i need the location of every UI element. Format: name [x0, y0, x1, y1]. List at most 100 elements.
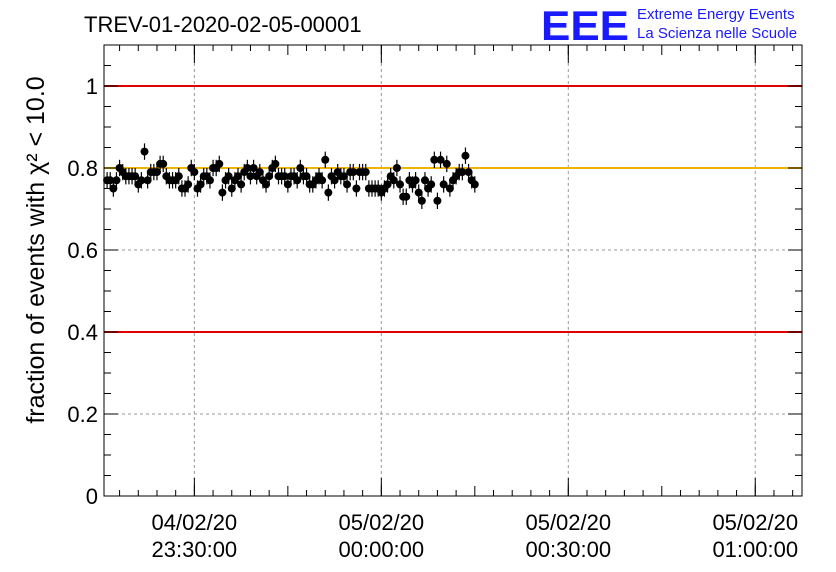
point-marker [383, 180, 392, 189]
data-point [280, 168, 289, 185]
data-point [349, 163, 358, 181]
data-point [131, 168, 140, 185]
point-marker [352, 184, 361, 193]
point-marker [430, 155, 439, 164]
data-point [420, 172, 429, 189]
data-point [106, 172, 115, 189]
point-marker [389, 176, 398, 185]
data-point [152, 163, 161, 181]
point-marker [184, 180, 193, 189]
point-marker [140, 147, 149, 156]
data-point [265, 168, 274, 185]
data-point [140, 143, 149, 160]
data-point [271, 155, 280, 173]
data-point [402, 188, 411, 205]
data-points [103, 143, 479, 209]
data-point [143, 172, 152, 189]
point-marker [196, 180, 205, 189]
point-marker [224, 172, 233, 181]
point-marker [174, 172, 183, 181]
point-marker [262, 180, 271, 189]
point-marker [414, 188, 423, 197]
point-marker [190, 168, 199, 177]
reference-lines [104, 85, 802, 333]
point-marker [152, 168, 161, 177]
data-point [339, 168, 348, 185]
point-marker [246, 172, 255, 181]
point-marker [227, 184, 236, 193]
x-tick-label-time: 01:00:00 [712, 537, 798, 562]
point-marker [293, 176, 302, 185]
point-marker [137, 176, 146, 185]
data-point [109, 180, 118, 197]
data-point [255, 163, 264, 181]
point-marker [131, 172, 140, 181]
logo-line-1: Extreme Energy Events [637, 6, 795, 23]
data-point [302, 168, 311, 185]
point-marker [109, 184, 118, 193]
point-marker [349, 168, 358, 177]
point-marker [470, 180, 479, 189]
data-point [215, 155, 224, 173]
data-point [461, 147, 470, 164]
data-point [237, 176, 246, 193]
point-marker [420, 176, 429, 185]
data-point [442, 155, 451, 173]
point-marker [439, 180, 448, 189]
eee-logo: EEE [541, 2, 629, 49]
point-marker [255, 168, 264, 177]
data-point [352, 180, 361, 197]
point-marker [433, 196, 442, 205]
data-point [383, 176, 392, 193]
data-point [262, 176, 271, 193]
point-marker [442, 159, 451, 168]
data-point [137, 172, 146, 189]
data-point [445, 180, 454, 197]
data-point [433, 192, 442, 209]
point-marker [243, 164, 252, 172]
point-marker [318, 176, 327, 185]
x-tick-label-time: 00:00:00 [339, 537, 425, 562]
data-point [330, 172, 339, 189]
point-marker [361, 168, 370, 177]
data-point [218, 184, 227, 201]
data-point [233, 168, 242, 185]
point-marker [396, 180, 405, 189]
point-marker [237, 180, 246, 189]
point-marker [464, 168, 473, 177]
data-point [343, 176, 352, 193]
point-marker [143, 176, 152, 185]
point-marker [402, 192, 411, 201]
y-tick-label: 0.4 [67, 320, 98, 345]
data-point [249, 159, 258, 177]
y-axis-label: fraction of events with χ² < 10.0 [22, 76, 50, 423]
data-point [458, 163, 467, 181]
data-point [283, 176, 292, 193]
data-point [296, 159, 305, 177]
y-tick-label: 0.2 [67, 402, 98, 427]
data-point [224, 168, 233, 185]
x-tick-label-date: 05/02/20 [712, 510, 798, 535]
data-point [392, 159, 401, 177]
point-marker [106, 176, 115, 185]
data-point [411, 172, 420, 189]
point-marker [321, 155, 330, 164]
point-marker [324, 188, 333, 197]
point-marker [280, 172, 289, 181]
point-marker [458, 168, 467, 177]
data-point [205, 172, 214, 189]
data-point [321, 151, 330, 168]
point-marker [218, 188, 227, 197]
point-marker [283, 180, 292, 189]
data-point [318, 172, 327, 189]
grid-lines [104, 45, 802, 496]
data-point [361, 163, 370, 181]
y-axis: 0 0.2 0.4 0.6 0.8 1 [67, 44, 802, 509]
point-marker [427, 180, 436, 189]
x-tick-label-time: 00:30:00 [525, 537, 611, 562]
data-point [246, 168, 255, 185]
data-point [293, 172, 302, 189]
data-point [324, 184, 333, 201]
x-tick-label-date: 04/02/20 [152, 510, 238, 535]
